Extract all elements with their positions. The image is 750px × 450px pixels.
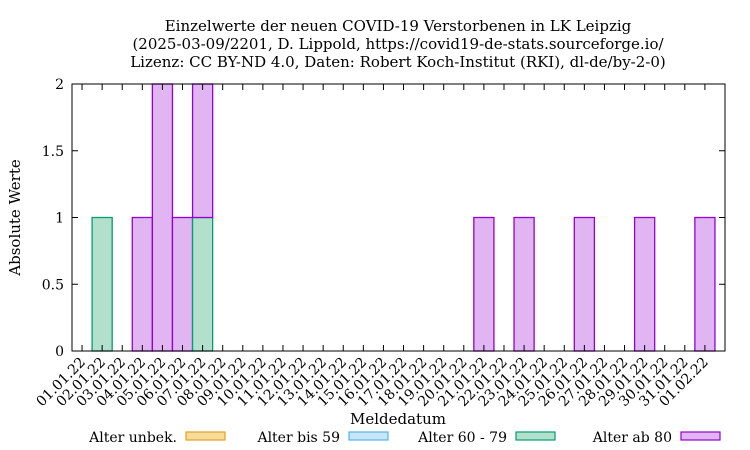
legend-item: Alter 60 - 79 <box>417 430 556 446</box>
legend-item: Alter ab 80 <box>592 430 721 446</box>
legend-label: Alter 60 - 79 <box>417 430 507 446</box>
bar-alter-ab-80-07-01-22 <box>191 83 214 219</box>
bar-alter-ab-80-05-01-22 <box>151 83 174 352</box>
bar-alter-ab-80-04-01-22 <box>131 216 154 352</box>
chart-title-line: (2025-03-09/2201, D. Lippold, https://co… <box>132 35 664 53</box>
bar-alter-ab-80-01-02-22 <box>694 216 716 352</box>
y-tick-label: 0 <box>55 344 64 360</box>
bar-alter-ab-80-23-01-22 <box>513 216 535 352</box>
chart-title-line: Einzelwerte der neuen COVID-19 Verstorbe… <box>165 17 632 35</box>
y-axis: 0 0.5 1 1.5 2 <box>42 77 725 360</box>
bar-alter-ab-80-29-01-22 <box>633 216 656 352</box>
legend-swatch <box>185 431 226 441</box>
legend-label: Alter unbek. <box>88 430 177 446</box>
bar-alter-ab-80-06-01-22 <box>171 216 194 352</box>
legend-swatch <box>348 431 389 441</box>
legend-label: Alter ab 80 <box>592 430 672 446</box>
bar-alter-60-79-02-01-22 <box>91 216 113 352</box>
bar-alter-60-79-07-01-22 <box>191 216 214 352</box>
chart-title: Einzelwerte der neuen COVID-19 Verstorbe… <box>130 17 666 71</box>
bar-alter-ab-80-21-01-22 <box>473 216 495 352</box>
y-tick-label: 1.5 <box>42 144 64 160</box>
y-tick-label: 2 <box>55 77 64 93</box>
x-axis-label: Meldedatum <box>350 410 446 428</box>
bars <box>91 83 716 352</box>
y-tick-label: 1 <box>55 211 64 227</box>
y-axis-label: Absolute Werte <box>6 159 24 277</box>
bar-alter-ab-80-26-01-22 <box>573 216 596 352</box>
legend-swatch <box>680 431 721 441</box>
legend-label: Alter bis 59 <box>256 430 340 446</box>
y-tick-label: 0.5 <box>42 277 64 293</box>
chart-title-line: Lizenz: CC BY-ND 4.0, Daten: Robert Koch… <box>130 53 666 71</box>
legend-item: Alter bis 59 <box>256 430 389 446</box>
legend: Alter unbek. Alter bis 59 Alter 60 - 79 Alt… <box>88 430 721 446</box>
legend-item: Alter unbek. <box>88 430 226 446</box>
legend-swatch <box>515 431 556 441</box>
